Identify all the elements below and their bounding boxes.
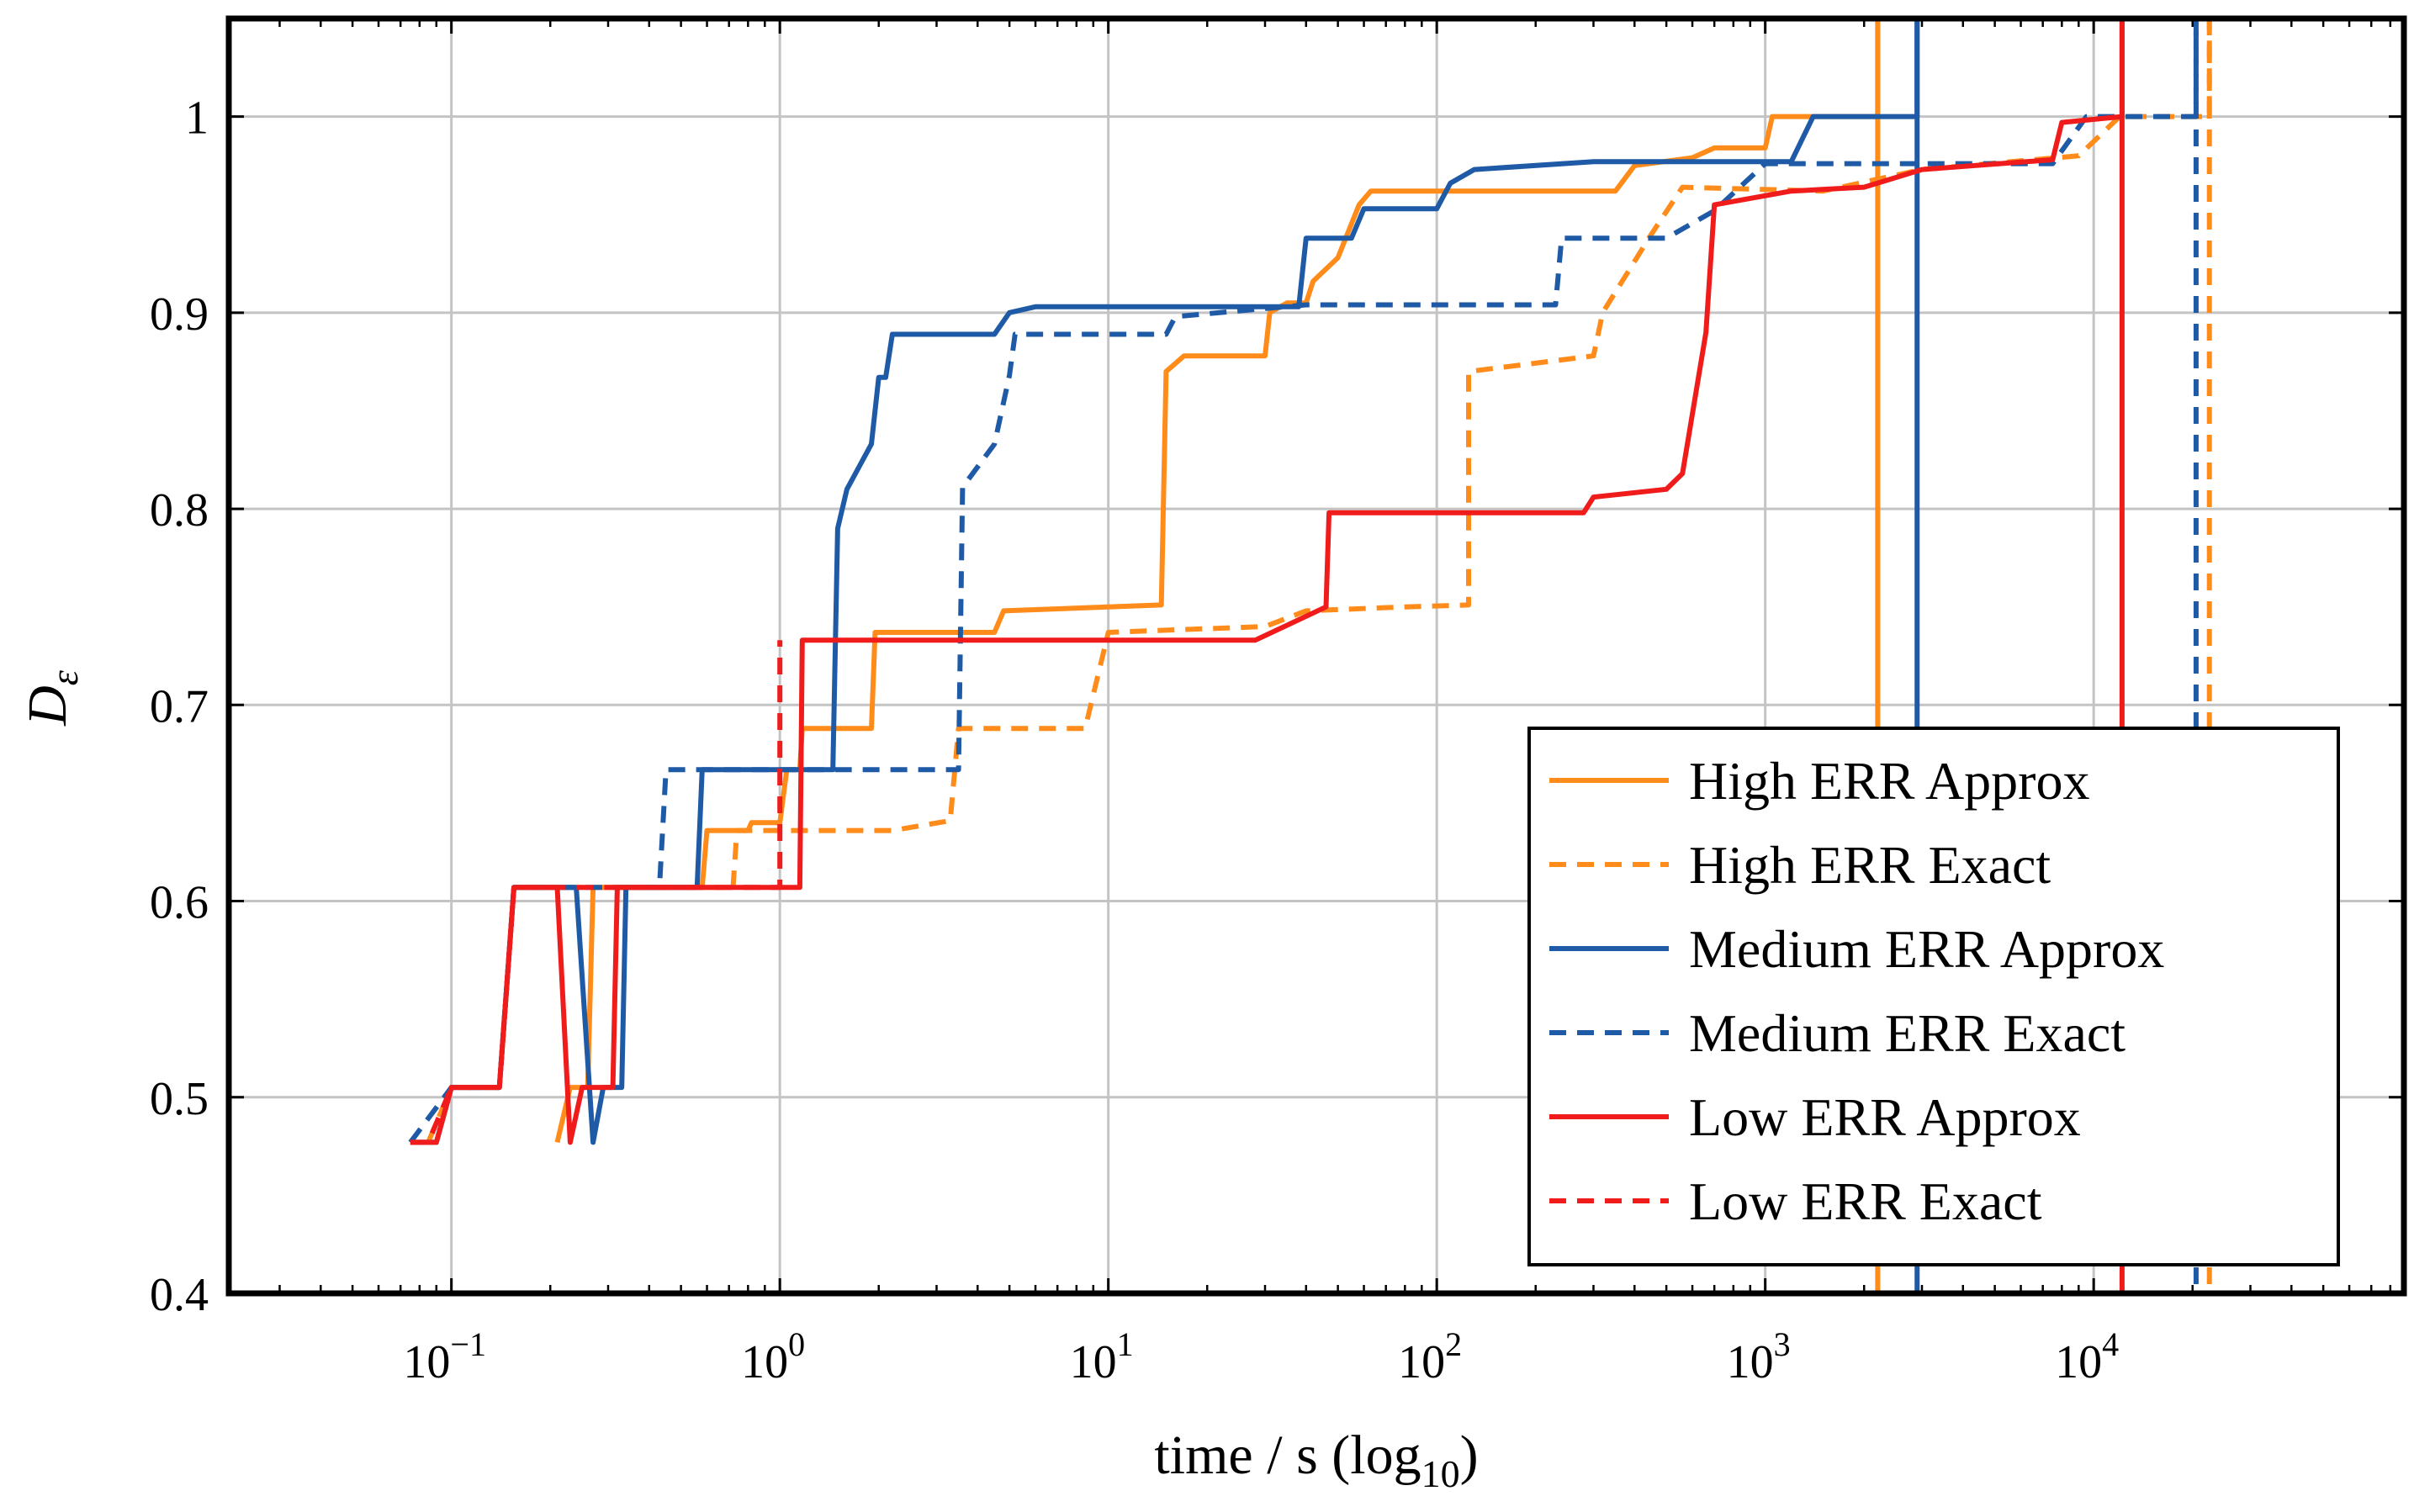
x-tick-label-3: 102 [1398, 1325, 1462, 1388]
tick-labels: 10−1 100 101 102 103 104 0.4 0.5 0.6 0.7 0.8 0.9 1 [150, 93, 2119, 1388]
legend-label-5: Low ERR Exact [1689, 1171, 2042, 1231]
grid [229, 19, 2404, 1295]
y-tick-label-3: 0.7 [150, 680, 209, 732]
legend: High ERR Approx High ERR Exact Medium ERR … [1527, 727, 2340, 1266]
legend-label-4: Low ERR Approx [1689, 1087, 2081, 1147]
y-tick-label-4: 0.8 [150, 484, 209, 537]
x-tick-label-4: 103 [1727, 1325, 1791, 1388]
y-tick-label-1: 0.5 [150, 1073, 209, 1125]
legend-label-1: High ERR Exact [1689, 835, 2051, 895]
legend-label-0: High ERR Approx [1689, 751, 2089, 811]
y-tick-label-2: 0.6 [150, 877, 209, 929]
legend-box [1527, 727, 2340, 1266]
ticks [229, 19, 2404, 1295]
legend-label-3: Medium ERR Exact [1689, 1003, 2125, 1063]
legend-label-2: Medium ERR Approx [1689, 919, 2164, 979]
x-axis-label: time / s (log10) [1154, 1425, 1478, 1495]
series-line-3 [408, 19, 2199, 1145]
y-tick-label-6: 1 [185, 93, 209, 145]
x-tick-label-5: 104 [2055, 1325, 2119, 1388]
x-tick-label-2: 101 [1070, 1325, 1134, 1388]
y-tick-label-5: 0.9 [150, 288, 209, 341]
legend-items: High ERR Approx High ERR Exact Medium ERR … [1549, 751, 2164, 1231]
plot-frame [225, 15, 2407, 1297]
y-tick-label-0: 0.4 [150, 1269, 209, 1321]
series-line-2 [410, 19, 1920, 1145]
x-tick-label-0: 10−1 [403, 1325, 486, 1388]
series-line-5 [410, 640, 783, 1145]
y-axis-label: Dε [17, 669, 86, 727]
x-tick-label-1: 100 [741, 1325, 805, 1388]
